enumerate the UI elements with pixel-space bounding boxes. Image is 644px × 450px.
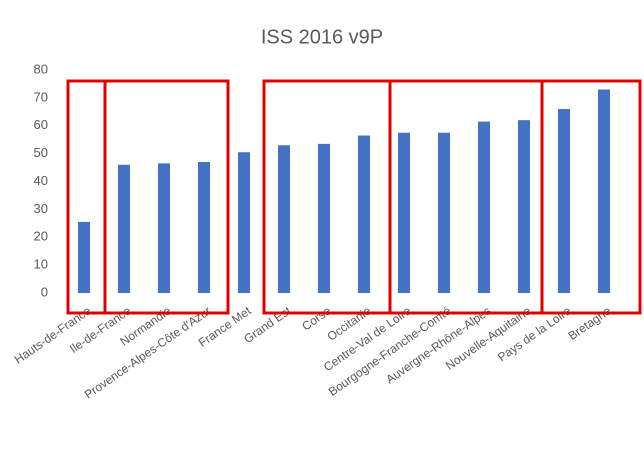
y-tick-label: 70 xyxy=(34,89,48,104)
bar xyxy=(318,143,330,293)
bar xyxy=(558,109,570,294)
bar xyxy=(198,161,210,293)
bar xyxy=(78,221,90,293)
bar xyxy=(598,89,610,293)
y-tick-label: 50 xyxy=(34,145,48,160)
bar xyxy=(518,120,530,293)
x-tick-label: Bretagne xyxy=(566,303,614,343)
highlight-box xyxy=(540,79,642,315)
bar xyxy=(118,164,130,293)
chart-title: ISS 2016 v9P xyxy=(261,26,383,48)
bar xyxy=(478,121,490,293)
bar xyxy=(398,132,410,293)
bar xyxy=(358,135,370,293)
bar xyxy=(438,132,450,293)
bar xyxy=(238,152,250,293)
y-tick-label: 30 xyxy=(34,201,48,216)
y-tick-label: 60 xyxy=(34,117,48,132)
highlight-box xyxy=(103,79,230,315)
y-tick-label: 40 xyxy=(34,173,48,188)
y-tick-label: 10 xyxy=(34,257,48,272)
bar xyxy=(158,163,170,293)
y-tick-label: 20 xyxy=(34,229,48,244)
y-tick-label: 0 xyxy=(41,284,48,299)
y-tick-label: 80 xyxy=(34,61,48,76)
bar xyxy=(278,145,290,293)
